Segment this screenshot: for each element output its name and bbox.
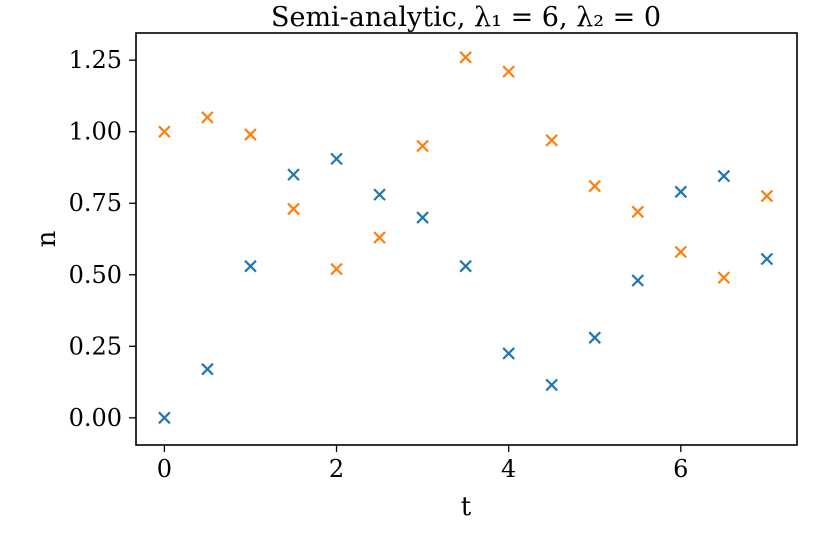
data-point <box>416 139 429 153</box>
data-point <box>588 179 602 193</box>
data-point <box>244 259 257 273</box>
y-tick-label: 1.25 <box>69 46 122 74</box>
data-point <box>373 231 386 244</box>
data-point <box>373 188 386 201</box>
data-point <box>201 111 214 124</box>
data-point <box>244 128 257 141</box>
data-point <box>287 168 300 181</box>
data-point <box>717 271 731 284</box>
x-tick-label: 2 <box>329 455 344 483</box>
x-tick-label: 6 <box>673 455 688 483</box>
data-point <box>416 211 429 224</box>
y-tick-label: 0.50 <box>69 261 122 289</box>
series-2 <box>158 51 774 284</box>
data-point <box>459 51 472 64</box>
y-tick-label: 0.75 <box>69 189 122 217</box>
y-axis-label: n <box>32 230 62 247</box>
y-tick-label: 0.00 <box>69 404 122 432</box>
data-point <box>459 259 472 273</box>
series-1 <box>158 152 774 425</box>
data-point <box>588 331 602 344</box>
data-point <box>158 125 171 138</box>
data-point <box>158 411 171 425</box>
data-point <box>502 347 515 360</box>
y-tick-label: 0.25 <box>69 332 122 360</box>
data-point <box>330 152 343 166</box>
data-point <box>502 65 515 78</box>
data-point <box>717 169 731 183</box>
chart-title: Semi-analytic, λ₁ = 6, λ₂ = 0 <box>271 2 661 33</box>
x-axis-label: t <box>461 492 472 522</box>
y-tick-label: 1.00 <box>69 118 122 146</box>
axis-ticks: 0 2 4 6 0.00 0.25 0.50 0.75 1.00 1.25 <box>69 46 689 483</box>
data-point <box>631 274 645 287</box>
data-point <box>201 362 214 376</box>
data-point <box>760 252 774 266</box>
data-point <box>631 205 645 219</box>
data-point <box>330 262 343 276</box>
data-point <box>674 185 688 199</box>
data-point <box>760 189 774 203</box>
x-tick-label: 0 <box>157 455 172 483</box>
x-tick-label: 4 <box>501 455 516 483</box>
data-point <box>545 378 558 392</box>
data-markers <box>158 51 774 425</box>
plot-frame <box>135 32 798 446</box>
data-point <box>545 134 558 147</box>
data-point <box>674 245 688 259</box>
data-point <box>287 202 300 216</box>
